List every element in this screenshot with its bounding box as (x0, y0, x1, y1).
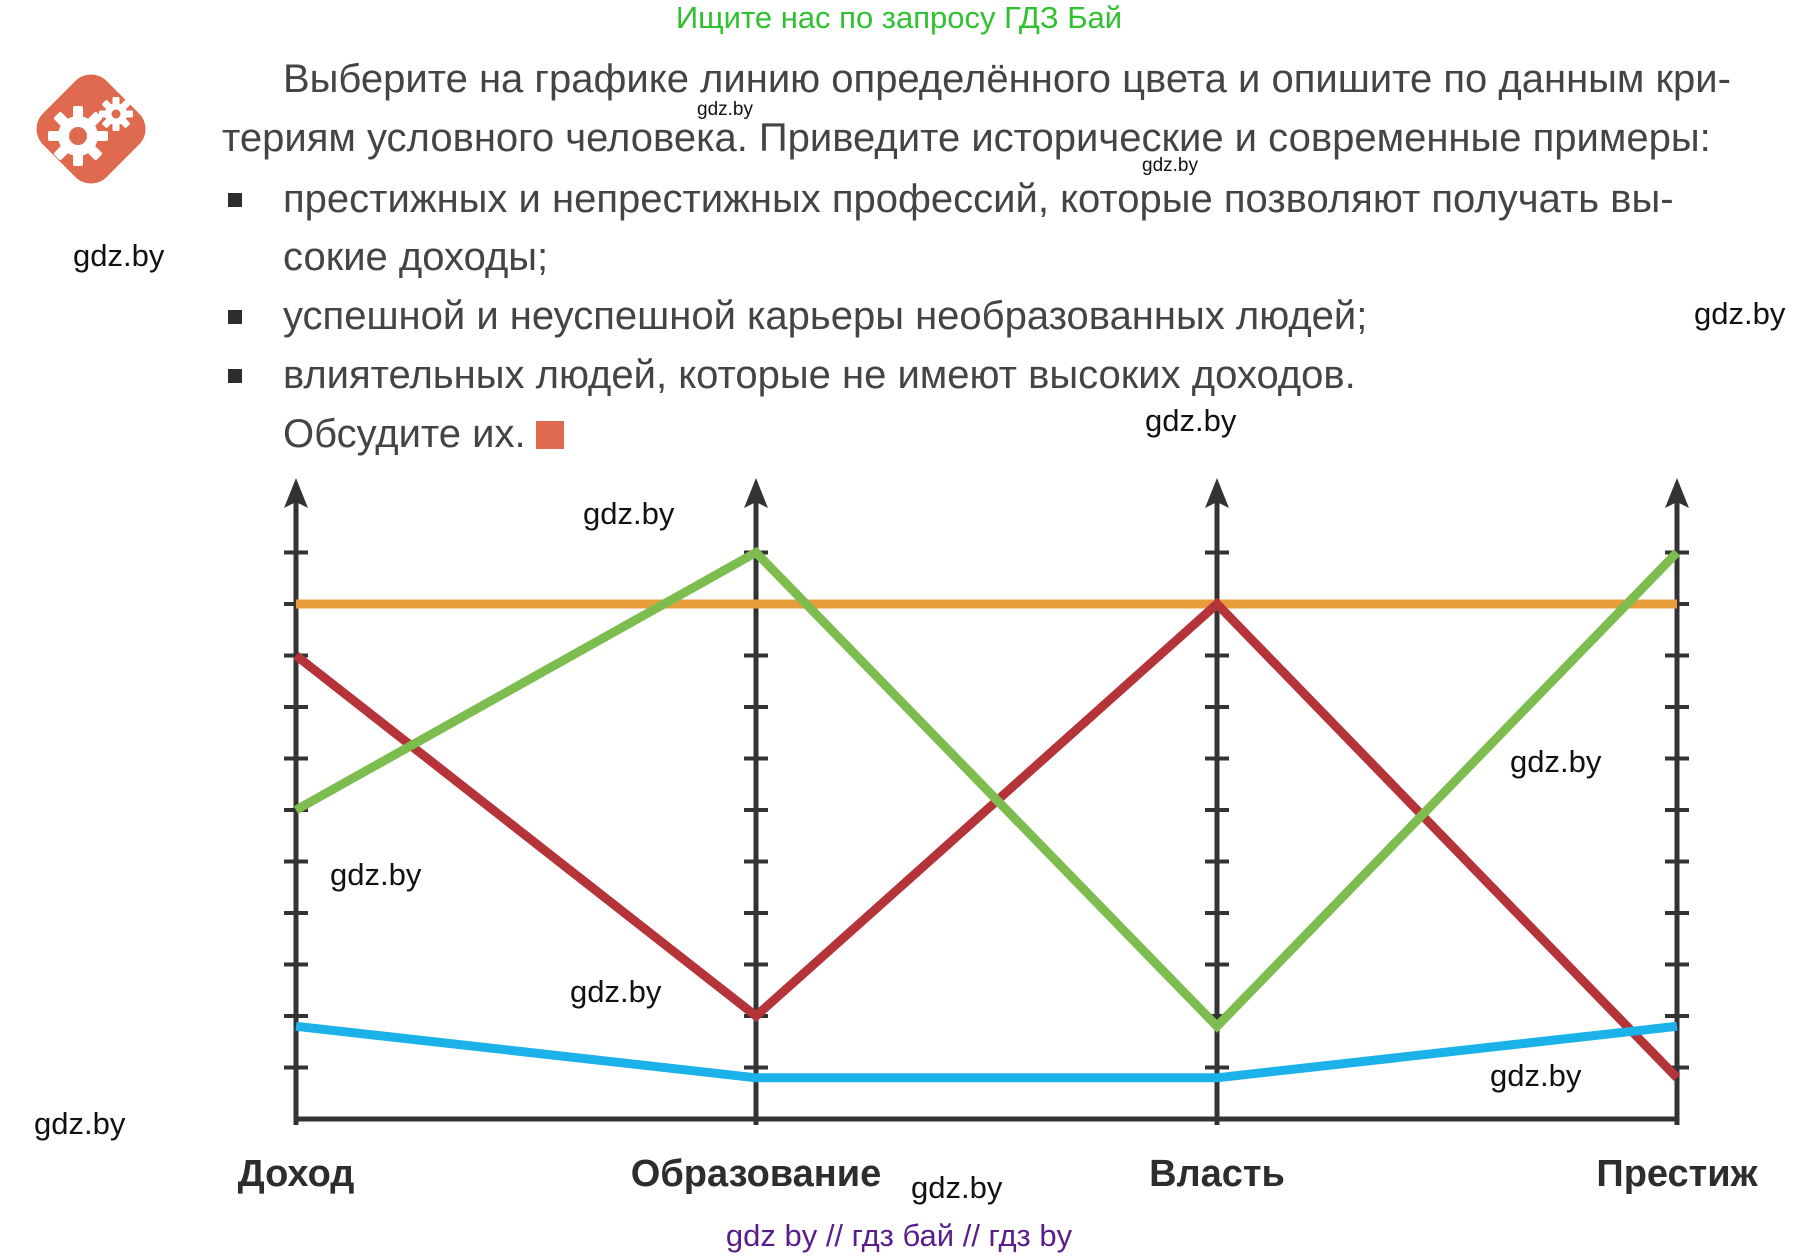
task-intro-line1: Выберите на графике линию определённого … (283, 57, 1731, 101)
task-closing: Обсудите их. (283, 405, 564, 463)
series-line-blue (295, 1021, 1678, 1083)
watermark: gdz.by (1145, 403, 1237, 438)
axis-label-1: Доход (238, 1153, 355, 1195)
watermark: gdz.by (1490, 1058, 1582, 1093)
closing-text: Обсудите их. (283, 412, 526, 456)
bullet-marker (228, 310, 242, 324)
bullet-2-line1: успешной и неуспешной карьеры необразова… (283, 294, 1368, 338)
axes-layer (284, 478, 1689, 1125)
bullet-1-line2: сокие доходы; (283, 235, 549, 279)
axis-arrow-2 (744, 478, 768, 508)
watermark: gdz.by (1510, 744, 1602, 779)
watermark: gdz.by (697, 99, 753, 120)
axis-arrow-4 (1665, 478, 1689, 508)
axis-label-3: Власть (1149, 1153, 1285, 1195)
axis-arrow-3 (1205, 478, 1229, 508)
watermark: gdz.by (911, 1170, 1003, 1205)
labels-layer: Доход Образование Власть Престиж (238, 1153, 1759, 1195)
watermark: gdz.by (34, 1106, 126, 1141)
bullet-marker (228, 193, 242, 207)
series-line-red (293, 597, 1681, 1081)
banner: Ищите нас по запросу ГДЗ Бай (675, 0, 1123, 35)
task-intro-line2: териям условного человека. Приведите ист… (222, 116, 1711, 160)
axis-label-2: Образование (631, 1153, 881, 1195)
bullet-marker (228, 369, 242, 383)
axis-arrow-1 (284, 478, 308, 508)
series-line-green (293, 546, 1681, 1033)
watermark: gdz.by (570, 974, 662, 1009)
watermark: gdz.by (1694, 296, 1786, 331)
watermark: gdz.by (73, 238, 165, 273)
gears-icon (16, 54, 166, 204)
end-marker-square (535, 421, 564, 449)
watermark: gdz.by (330, 857, 422, 892)
bullet-3-line1: влиятельных людей, которые не имеют высо… (283, 353, 1356, 397)
axis-label-4: Престиж (1596, 1153, 1758, 1195)
watermark: gdz.by (1142, 155, 1198, 176)
watermark: gdz.by (583, 496, 675, 531)
series-layer (293, 546, 1681, 1083)
footer-links: gdz by // гдз бай // гдз by (725, 1218, 1073, 1253)
bullet-1-line1: престижных и непрестижных профессий, кот… (283, 177, 1674, 221)
